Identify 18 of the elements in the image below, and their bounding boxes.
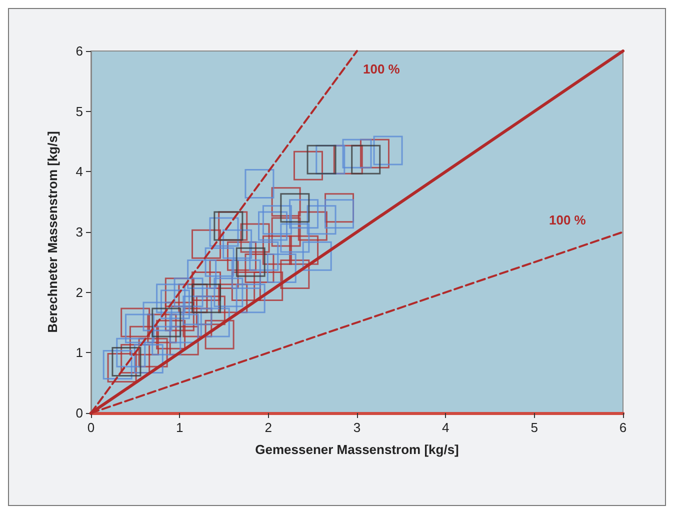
y-tick-label: 4 xyxy=(76,164,83,180)
y-tick-label: 3 xyxy=(76,224,83,240)
y-tick-label: 2 xyxy=(76,284,83,300)
x-tick-label: 6 xyxy=(619,420,627,435)
y-tick-label: 5 xyxy=(76,104,83,119)
x-tick-label: 0 xyxy=(87,420,95,435)
x-tick-label: 5 xyxy=(530,420,538,435)
x-axis-title: Gemessener Massenstrom [kg/s] xyxy=(255,442,459,457)
y-tick-label: 1 xyxy=(76,345,83,360)
x-tick-label: 4 xyxy=(442,420,450,435)
x-tick-label: 1 xyxy=(176,420,184,435)
y-tick-label: 0 xyxy=(76,406,83,420)
x-tick-label: 3 xyxy=(353,420,361,435)
series-label: 100 % xyxy=(549,212,586,228)
y-axis-title: Berechneter Massenstrom [kg/s] xyxy=(45,131,60,333)
series-label: 100 % xyxy=(363,62,400,76)
x-tick-label: 2 xyxy=(264,420,272,435)
y-tick-label: 6 xyxy=(76,44,83,58)
